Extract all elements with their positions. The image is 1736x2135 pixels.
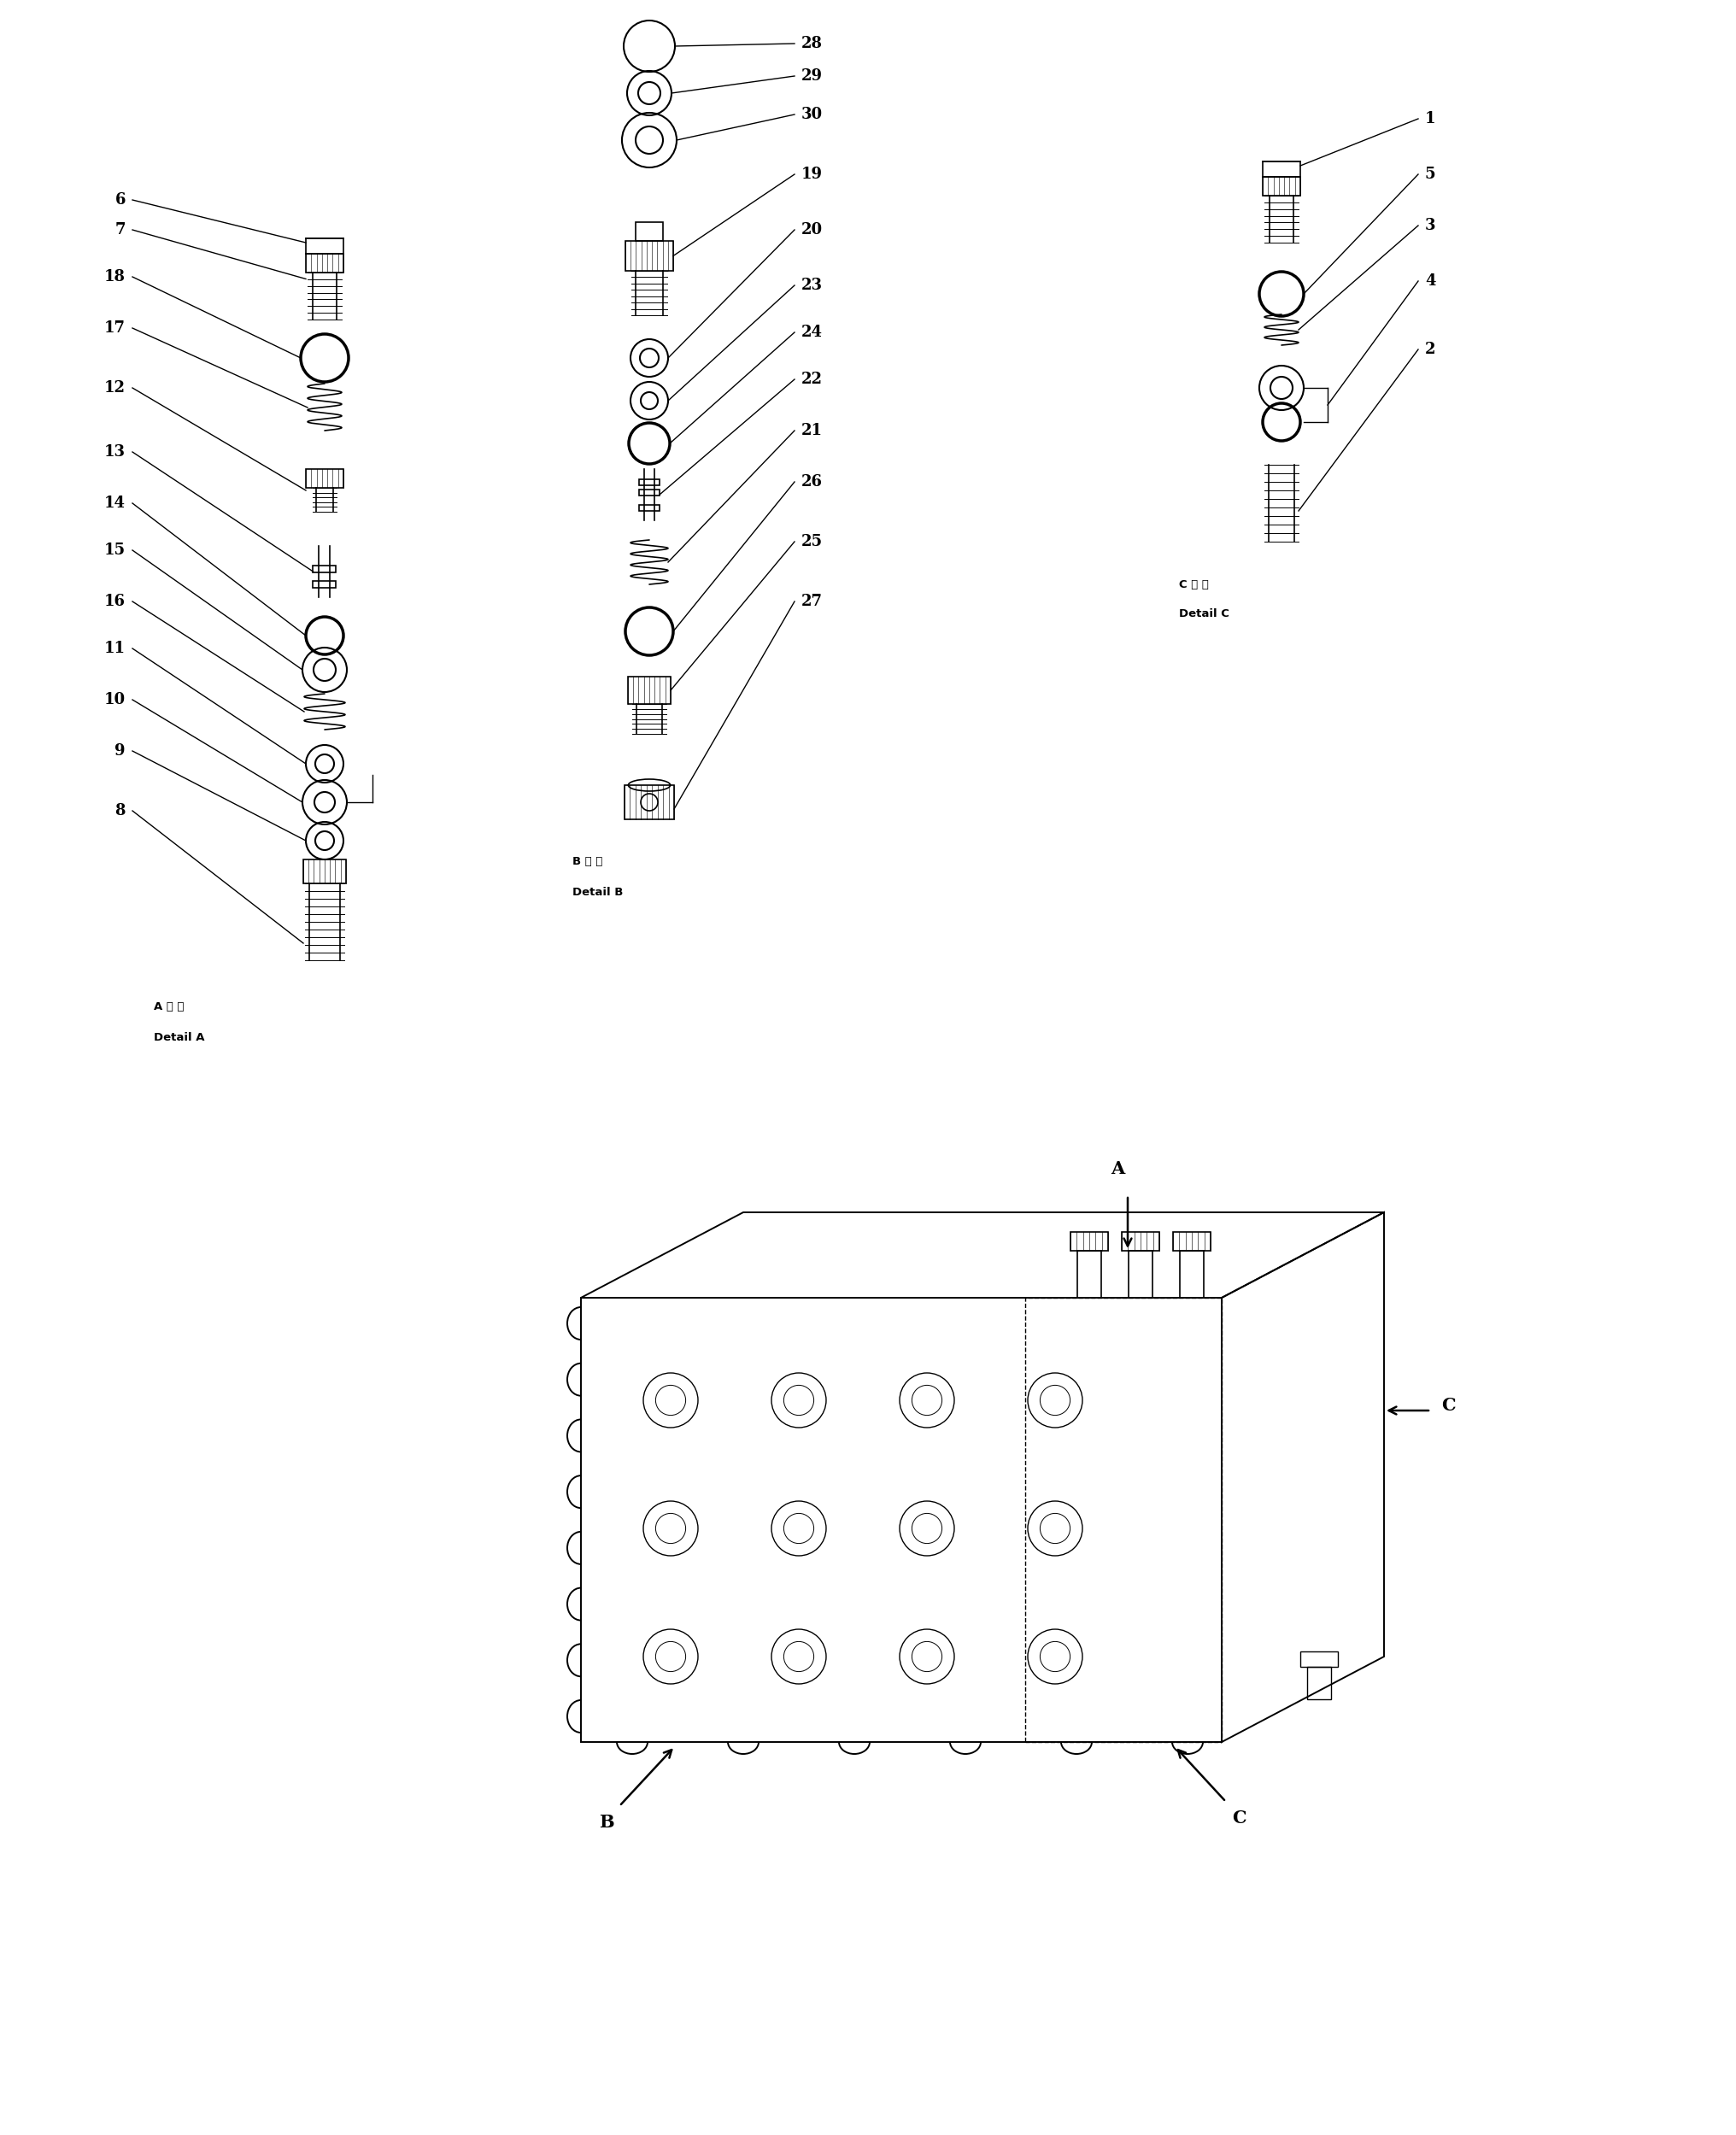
Text: 18: 18	[104, 269, 125, 284]
Text: 26: 26	[802, 474, 823, 489]
Text: A: A	[1111, 1159, 1125, 1176]
Text: Detail C: Detail C	[1179, 608, 1229, 619]
Text: 29: 29	[802, 68, 823, 83]
Bar	[625, 241, 674, 271]
Text: 28: 28	[802, 36, 823, 51]
Bar	[1174, 1232, 1210, 1251]
Text: 6: 6	[115, 192, 125, 207]
Text: 8: 8	[115, 803, 125, 818]
Text: 25: 25	[802, 534, 823, 549]
Text: 19: 19	[802, 167, 823, 181]
Bar	[306, 239, 344, 254]
Bar	[304, 860, 345, 884]
Text: 9: 9	[115, 743, 125, 758]
Bar	[625, 786, 674, 820]
Text: 15: 15	[104, 542, 125, 557]
Bar	[1180, 1251, 1203, 1298]
Text: 16: 16	[104, 594, 125, 608]
Bar	[1262, 177, 1300, 196]
Text: B 詳 細: B 詳 細	[573, 856, 602, 867]
Bar	[639, 489, 660, 495]
Text: 4: 4	[1425, 273, 1436, 288]
Text: 24: 24	[802, 325, 823, 339]
Bar	[1026, 1298, 1222, 1742]
Text: 5: 5	[1425, 167, 1436, 181]
Text: 17: 17	[104, 320, 125, 335]
Text: B: B	[599, 1815, 615, 1832]
Bar	[639, 478, 660, 485]
Text: 1: 1	[1425, 111, 1436, 126]
Text: Detail B: Detail B	[573, 886, 623, 897]
Text: 2: 2	[1425, 342, 1436, 357]
Text: 10: 10	[104, 692, 125, 707]
Text: 11: 11	[104, 640, 125, 655]
Bar	[312, 566, 337, 572]
Text: C: C	[1441, 1396, 1455, 1413]
Text: 22: 22	[802, 371, 823, 386]
Bar	[1071, 1232, 1108, 1251]
Text: 3: 3	[1425, 218, 1436, 233]
Bar	[628, 677, 670, 705]
Bar	[312, 581, 337, 587]
Bar	[1078, 1251, 1101, 1298]
Bar	[639, 504, 660, 510]
Bar	[306, 470, 344, 487]
Text: Detail A: Detail A	[155, 1031, 205, 1042]
Text: 21: 21	[802, 423, 823, 438]
Text: A 詳 細: A 詳 細	[155, 1001, 184, 1012]
Text: 13: 13	[104, 444, 125, 459]
Text: 23: 23	[802, 278, 823, 292]
Text: 30: 30	[802, 107, 823, 122]
Bar	[1300, 1652, 1338, 1667]
Bar	[1128, 1251, 1153, 1298]
Bar	[306, 254, 344, 273]
Bar	[1262, 162, 1300, 177]
Text: 20: 20	[802, 222, 823, 237]
Text: C: C	[1231, 1810, 1246, 1828]
Text: 12: 12	[104, 380, 125, 395]
Text: 27: 27	[802, 594, 823, 608]
Bar	[635, 222, 663, 241]
Text: 14: 14	[104, 495, 125, 510]
Bar	[1121, 1232, 1160, 1251]
Text: 7: 7	[115, 222, 125, 237]
Bar	[1307, 1667, 1332, 1699]
Text: C 詳 細: C 詳 細	[1179, 579, 1208, 589]
